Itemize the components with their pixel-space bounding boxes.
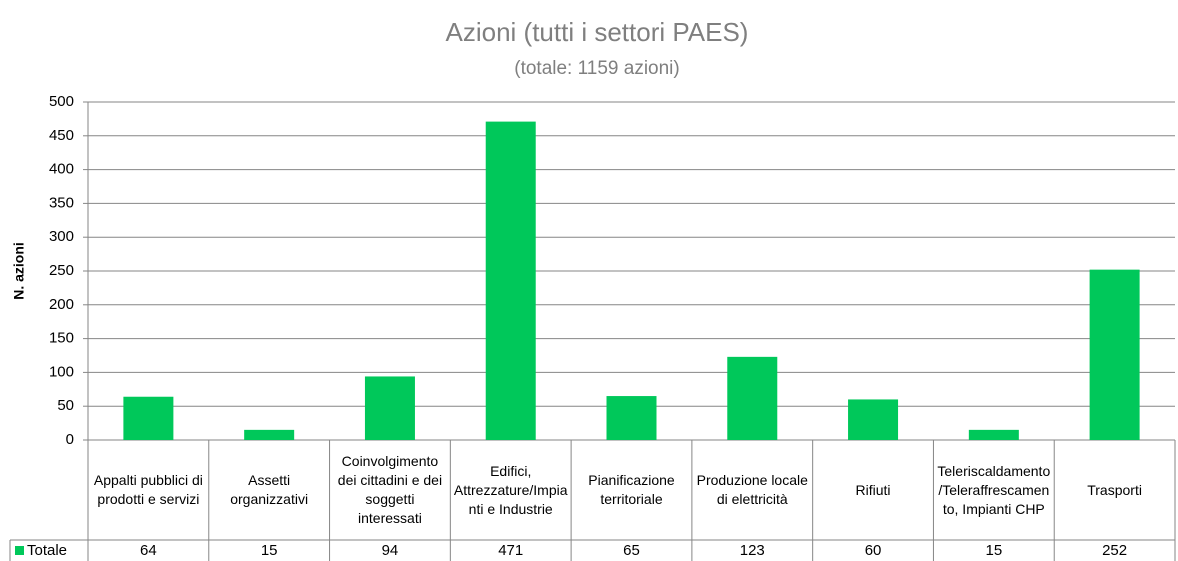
bar	[968, 429, 1019, 440]
table-value: 252	[1102, 542, 1127, 559]
y-tick-label: 0	[66, 431, 74, 448]
table-value: 94	[382, 542, 399, 559]
bar	[727, 356, 778, 440]
y-tick-label: 450	[49, 127, 74, 144]
bar	[848, 399, 899, 440]
x-tick-label: Produzione locale di elettricità	[696, 472, 808, 507]
y-tick-label: 250	[49, 262, 74, 279]
legend-label: Totale	[27, 542, 67, 559]
x-tick-label: Coinvolgimento dei cittadini e dei sogge…	[337, 453, 443, 526]
y-tick-label: 500	[49, 93, 74, 110]
bar	[1089, 269, 1140, 440]
bar	[606, 396, 657, 440]
legend-swatch	[15, 546, 24, 555]
y-axis-label: N. azioni	[11, 242, 27, 300]
x-tick-label: Rifiuti	[855, 481, 891, 498]
y-tick-label: 350	[49, 194, 74, 211]
table-value: 60	[865, 542, 882, 559]
bar	[364, 376, 415, 440]
x-tick-label: Trasporti	[1087, 481, 1142, 498]
bar	[123, 396, 174, 440]
table-value: 15	[985, 542, 1002, 559]
x-tick-label: Edifici, Attrezzature/Impianti e Industr…	[453, 462, 568, 517]
x-tick-label: Assetti organizzativi	[230, 472, 309, 507]
y-tick-label: 200	[49, 296, 74, 313]
y-tick-label: 300	[49, 228, 74, 245]
table-value: 64	[140, 542, 157, 559]
bar	[485, 121, 536, 440]
y-tick-label: 50	[57, 397, 74, 414]
chart-subtitle: (totale: 1159 azioni)	[514, 58, 679, 79]
table-value: 15	[261, 542, 278, 559]
table-value: 471	[498, 542, 523, 559]
x-tick-label: Teleriscaldamento/Teleraffrescamento, Im…	[937, 462, 1051, 517]
chart-title: Azioni (tutti i settori PAES)	[446, 17, 749, 47]
table-value: 65	[623, 542, 640, 559]
y-tick-label: 400	[49, 161, 74, 178]
x-tick-label: Appalti pubblici di prodotti e servizi	[93, 472, 203, 507]
y-tick-label: 100	[49, 363, 74, 380]
y-tick-label: 150	[49, 330, 74, 347]
bar	[244, 429, 295, 440]
x-tick-label: Pianificazione territoriale	[588, 472, 675, 507]
table-value: 123	[740, 542, 765, 559]
